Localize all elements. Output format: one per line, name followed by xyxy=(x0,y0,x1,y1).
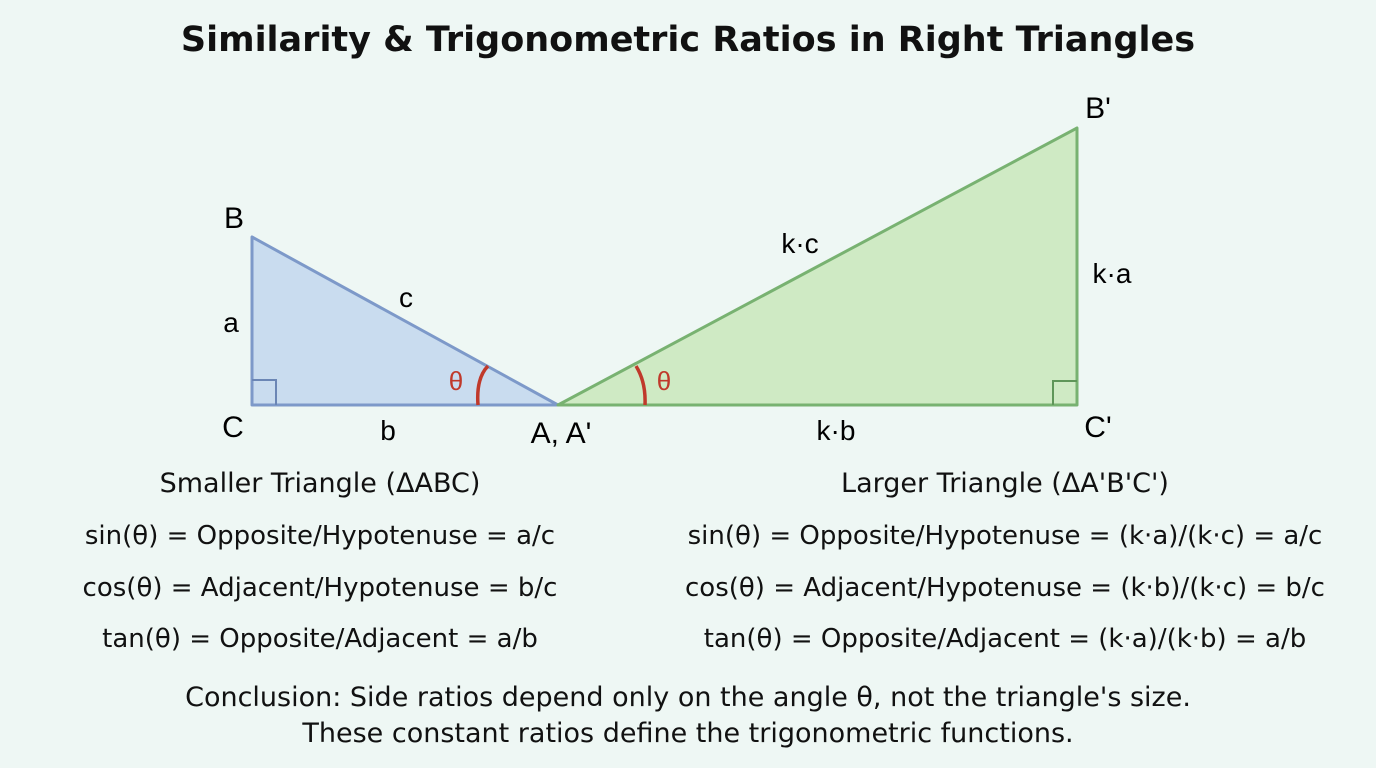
large-tan-formula: tan(θ) = Opposite/Adjacent = (k·a)/(k·b)… xyxy=(703,624,1307,654)
vertex-b-label: B xyxy=(224,202,244,235)
large-angle-arc xyxy=(634,365,647,406)
side-kb-label: k·b xyxy=(817,415,856,446)
small-sin-formula: sin(θ) = Opposite/Hypotenuse = a/c xyxy=(84,521,556,551)
side-a-label: a xyxy=(223,307,239,338)
small-triangle xyxy=(250,235,560,407)
vertex-a-shared-label: A, A' xyxy=(531,417,592,450)
vertex-b-prime-label: B' xyxy=(1085,92,1111,125)
conclusion-line-1: Conclusion: Side ratios depend only on t… xyxy=(185,682,1191,713)
small-cos-formula: cos(θ) = Adjacent/Hypotenuse = b/c xyxy=(82,573,558,603)
small-tan-formula: tan(θ) = Opposite/Adjacent = a/b xyxy=(102,624,538,654)
side-kc-label: k·c xyxy=(781,228,818,259)
page-title: Similarity & Trigonometric Ratios in Rig… xyxy=(180,20,1196,60)
vertex-c-prime-label: C' xyxy=(1084,411,1111,444)
large-right-angle-marker xyxy=(1052,380,1077,405)
large-sin-formula: sin(θ) = Opposite/Hypotenuse = (k·a)/(k·… xyxy=(687,521,1323,551)
small-triangle-caption: Smaller Triangle (ΔABC) xyxy=(159,468,481,499)
small-right-angle-marker xyxy=(252,379,277,405)
side-c-label: c xyxy=(399,282,413,313)
conclusion-line-2: These constant ratios define the trigono… xyxy=(302,718,1074,749)
small-angle-arc xyxy=(475,364,490,406)
vertex-c-label: C xyxy=(222,411,244,444)
large-triangle xyxy=(556,126,1079,407)
small-angle-theta-label: θ xyxy=(449,366,463,396)
side-ka-label: k·a xyxy=(1093,258,1132,289)
large-angle-theta-label: θ xyxy=(657,366,671,396)
large-cos-formula: cos(θ) = Adjacent/Hypotenuse = (k·b)/(k·… xyxy=(685,573,1325,603)
side-b-label: b xyxy=(380,415,396,446)
large-triangle-caption: Larger Triangle (ΔA'B'C') xyxy=(841,468,1169,499)
